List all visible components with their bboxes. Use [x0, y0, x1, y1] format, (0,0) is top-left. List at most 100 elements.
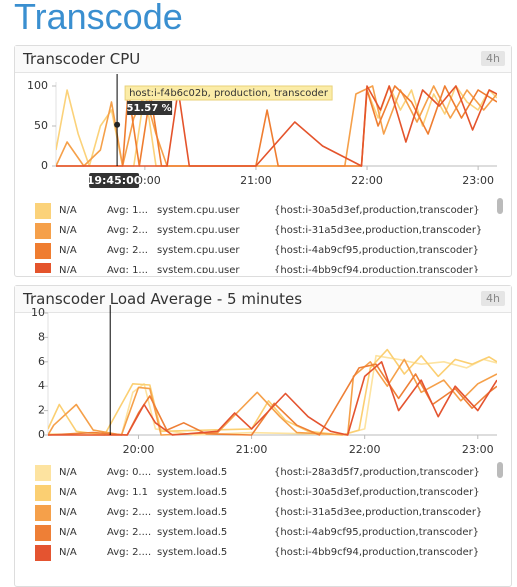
series-line [48, 354, 497, 436]
legend-row: N/A Avg: 2... system.cpu.user {host:i-31a5d… [22, 221, 502, 241]
scrollbar[interactable] [497, 198, 503, 214]
widget-header: Transcoder CPU 4h [15, 46, 511, 73]
legend-value: N/A [59, 487, 77, 498]
y-tick-label: 50 [34, 119, 48, 132]
legend-avg: Avg: 1... [107, 265, 148, 273]
timeframe-badge[interactable]: 4h [481, 291, 505, 306]
y-tick-label: 100 [27, 79, 48, 92]
legend-swatch [35, 223, 51, 239]
legend-row: N/A Avg: 0.... system.load.5 {host:i-28a3d5… [22, 463, 502, 483]
legend-swatch [35, 263, 51, 273]
legend-avg: Avg: 2.... [107, 527, 152, 538]
legend-value: N/A [59, 245, 77, 256]
tooltip-value: 51.57 % [127, 103, 172, 114]
legend-value: N/A [59, 205, 77, 216]
cursor-label: 19:45:00 [87, 174, 142, 187]
widget: Transcoder CPU 4h [14, 45, 512, 277]
x-tick-label: 22:00 [349, 443, 381, 456]
scrollbar[interactable] [497, 462, 503, 478]
x-tick-label: 23:00 [462, 174, 494, 187]
legend-avg: Avg: 2... [107, 245, 148, 256]
legend-name: {host:i-4bb9cf94,production,transcoder} [274, 547, 480, 558]
widget-title: Transcoder Load Average - 5 minutes [23, 290, 303, 308]
dashboard: Transcode Transcoder CPU 4h Transcoder L… [14, 0, 512, 587]
y-tick-label: 0 [38, 428, 45, 441]
legend-value: N/A [59, 467, 77, 478]
legend-metric: system.load.5 [157, 467, 228, 478]
legend-metric: system.cpu.user [157, 225, 240, 236]
legend-name: {host:i-4ab9cf95,production,transcoder} [274, 527, 479, 538]
legend-name: {host:i-4bb9cf94,production,transcoder} [274, 265, 480, 273]
legend-name: {host:i-31a5d3ee,production,transcoder} [274, 225, 483, 236]
tooltip-point [114, 121, 121, 128]
legend-row: N/A Avg: 2... system.cpu.user {host:i-4ab9c… [22, 241, 502, 261]
legend-metric: system.load.5 [157, 547, 228, 558]
legend-swatch [35, 465, 51, 481]
x-tick-label: 21:00 [236, 443, 268, 456]
x-tick-label: 23:00 [462, 443, 494, 456]
tooltip-series: host:i-f4b6c02b, production, transcoder [129, 88, 329, 99]
y-tick-label: 8 [38, 330, 45, 343]
legend-row: N/A Avg: 2.... system.load.5 {host:i-4bb9cf… [22, 543, 502, 563]
widget-title: Transcoder CPU [23, 50, 141, 68]
legend-value: N/A [59, 527, 77, 538]
cursor-label-box [89, 173, 140, 188]
legend-name: {host:i-31a5d3ee,production,transcoder} [274, 507, 483, 518]
series-line [56, 85, 497, 167]
tooltip-box [124, 85, 333, 101]
legend-metric: system.load.5 [157, 527, 228, 538]
legend-row: N/A Avg: 1... system.cpu.user {host:i-30a5d… [22, 201, 502, 221]
legend: N/A Avg: 0.... system.load.5 {host:i-28a3d5… [22, 463, 502, 572]
legend-metric: system.load.5 [157, 487, 228, 498]
series-line [56, 85, 497, 167]
legend: N/A Avg: 1... system.cpu.user {host:i-30a5d… [22, 201, 502, 273]
legend-metric: system.cpu.user [157, 245, 240, 256]
page-title: Transcode [14, 0, 183, 37]
legend-avg: Avg: 0.... [107, 467, 152, 478]
legend-avg: Avg: 2.... [107, 547, 152, 558]
y-tick-label: 2 [38, 404, 45, 417]
legend-avg: Avg: 1.1 [107, 487, 148, 498]
legend-swatch [35, 505, 51, 521]
series-line [48, 358, 497, 436]
legend-swatch [35, 243, 51, 259]
widget: Transcoder Load Average - 5 minutes 4h [14, 285, 512, 587]
legend-value: N/A [59, 225, 77, 236]
legend-swatch [35, 203, 51, 219]
series-line [48, 348, 497, 436]
legend-avg: Avg: 1... [107, 205, 148, 216]
legend-metric: system.cpu.user [157, 205, 240, 216]
tooltip-value-box [127, 101, 173, 115]
y-tick-label: 0 [41, 159, 48, 172]
legend-name: {host:i-30a5d3ef,production,transcoder} [274, 487, 480, 498]
y-tick-label: 6 [38, 355, 45, 368]
legend-row: N/A Avg: 1.1 system.load.5 {host:i-30a5d3ef… [22, 483, 502, 503]
legend-metric: system.cpu.user [157, 265, 240, 273]
legend-value: N/A [59, 507, 77, 518]
legend-row: N/A Avg: 2.... system.load.5 {host:i-4ab9cf… [22, 523, 502, 543]
legend-avg: Avg: 2.... [107, 507, 152, 518]
plot-area [56, 85, 497, 167]
legend-swatch [35, 525, 51, 541]
legend-metric: system.load.5 [157, 507, 228, 518]
y-tick-label: 10 [31, 306, 45, 319]
legend-name: {host:i-30a5d3ef,production,transcoder} [274, 205, 480, 216]
y-tick-label: 4 [38, 379, 45, 392]
x-tick-label: 21:00 [240, 174, 272, 187]
series-line [48, 361, 497, 436]
x-tick-label: 20:00 [123, 443, 155, 456]
legend-swatch [35, 485, 51, 501]
legend-value: N/A [59, 265, 77, 273]
timeframe-badge[interactable]: 4h [481, 51, 505, 66]
legend-row: N/A Avg: 2.... system.load.5 {host:i-31a5d3… [22, 503, 502, 523]
legend-avg: Avg: 2... [107, 225, 148, 236]
legend-value: N/A [59, 547, 77, 558]
widget-header: Transcoder Load Average - 5 minutes 4h [15, 286, 511, 313]
legend-row: N/A Avg: 1... system.cpu.user {host:i-4bb9c… [22, 261, 502, 273]
legend-swatch [35, 545, 51, 561]
legend-name: {host:i-4ab9cf95,production,transcoder} [274, 245, 479, 256]
legend-name: {host:i-28a3d5f7,production,transcoder} [274, 467, 480, 478]
plot-area [48, 348, 497, 436]
x-tick-label: 22:00 [351, 174, 383, 187]
